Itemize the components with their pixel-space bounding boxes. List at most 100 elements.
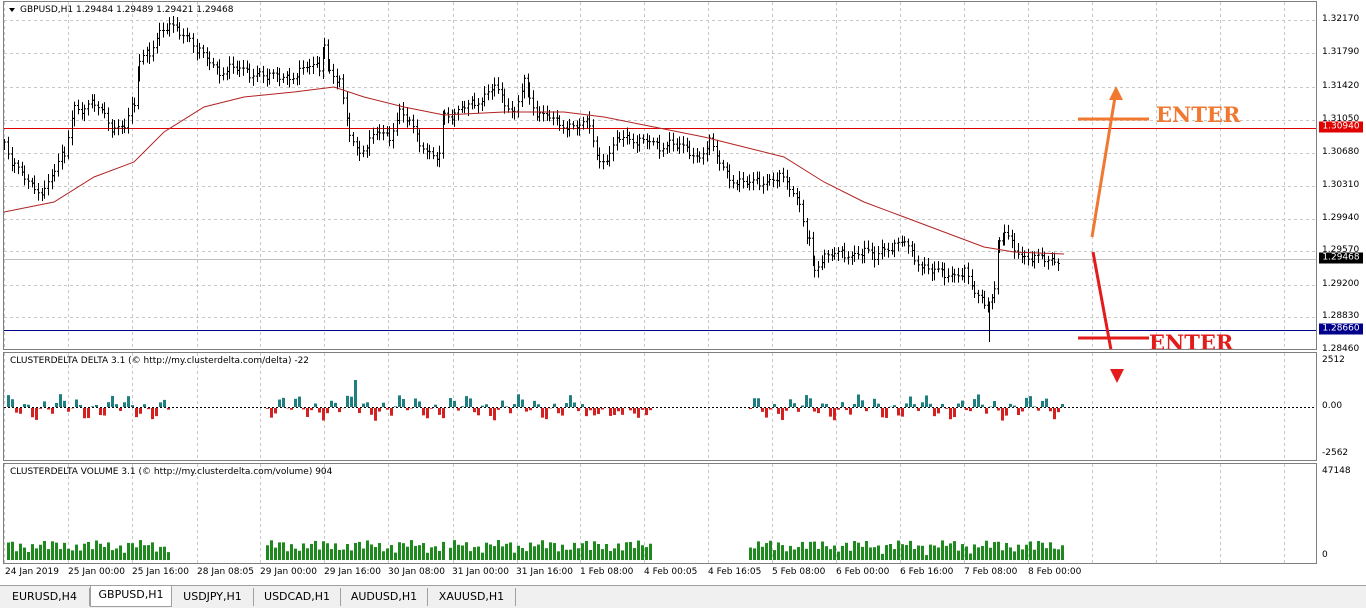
- ohlc-bar: [1057, 258, 1060, 271]
- ohlc-bar: [622, 130, 625, 147]
- volume-indicator-pane[interactable]: CLUSTERDELTA VOLUME 3.1 (© http://my.clu…: [3, 463, 1317, 564]
- volume-bar: [853, 541, 856, 560]
- volume-bar: [378, 543, 381, 560]
- delta-bar: [151, 408, 154, 419]
- symbol-tab-usdjpy[interactable]: USDJPY,H1: [172, 588, 254, 606]
- ohlc-bar: [608, 146, 611, 166]
- ohlc-bar: [813, 256, 816, 278]
- delta-bar: [274, 408, 277, 413]
- ohlc-bar: [837, 247, 840, 261]
- symbol-tab-xauusd[interactable]: XAUUSD,H1: [428, 588, 516, 606]
- volume-bar: [334, 543, 337, 560]
- ohlc-bar: [77, 100, 80, 115]
- delta-bar: [817, 408, 820, 413]
- volume-bar: [469, 551, 472, 560]
- delta-bar: [821, 404, 824, 407]
- ohlc-bar: [483, 86, 486, 106]
- delta-bar: [921, 402, 924, 407]
- ohlc-bar: [606, 155, 609, 165]
- delta-bar: [1009, 404, 1012, 407]
- ohlc-bar: [612, 137, 615, 161]
- delta-bar: [529, 408, 532, 410]
- delta-bar: [569, 395, 572, 407]
- ohlc-bar: [422, 142, 425, 153]
- symbol-tab-audusd[interactable]: AUDUSD,H1: [341, 588, 428, 606]
- ohlc-bar: [198, 43, 201, 59]
- chart-menu-triangle-icon[interactable]: [9, 8, 15, 12]
- volume-bar: [913, 549, 916, 560]
- symbol-tab-gbpusd[interactable]: GBPUSD,H1: [90, 586, 172, 607]
- time-axis-label: 25 Jan 00:00: [68, 567, 125, 577]
- volume-bar: [517, 546, 520, 560]
- ohlc-bar: [893, 240, 896, 257]
- volume-bar: [973, 544, 976, 560]
- ohlc-bar: [511, 101, 514, 118]
- volume-bar: [19, 544, 22, 560]
- delta-indicator-pane[interactable]: CLUSTERDELTA DELTA 3.1 (© http://my.clus…: [3, 352, 1317, 461]
- ohlc-bar: [507, 98, 510, 113]
- delta-bar: [298, 397, 301, 407]
- ohlc-bar: [91, 94, 94, 108]
- volume-bar: [565, 550, 568, 560]
- delta-bar: [937, 408, 940, 413]
- ohlc-bar: [501, 82, 504, 103]
- volume-bar: [641, 545, 644, 560]
- ohlc-bar: [332, 64, 335, 84]
- delta-bar: [426, 408, 429, 418]
- delta-bar: [1013, 406, 1016, 407]
- ohlc-bar: [178, 22, 181, 39]
- volume-bar: [869, 547, 872, 560]
- volume-bar: [909, 541, 912, 560]
- volume-bar: [901, 544, 904, 560]
- ohlc-bar: [208, 51, 211, 70]
- delta-bar: [362, 404, 365, 407]
- ohlc-bar: [1007, 225, 1010, 240]
- delta-bar: [346, 396, 349, 407]
- volume-bar: [95, 541, 98, 560]
- price-tick-label: 1.29940: [1322, 213, 1359, 223]
- ohlc-bar: [232, 56, 235, 73]
- delta-bar: [79, 405, 82, 407]
- ohlc-bar: [282, 73, 285, 83]
- delta-bar: [597, 408, 600, 414]
- ohlc-bar: [983, 291, 986, 309]
- delta-bar: [853, 404, 856, 407]
- delta-bar: [366, 402, 369, 407]
- ohlc-bar: [158, 23, 161, 46]
- ohlc-bar: [366, 145, 369, 158]
- delta-bar: [119, 408, 122, 411]
- delta-bar: [95, 405, 98, 407]
- ohlc-bar: [562, 120, 565, 133]
- ohlc-bar: [192, 33, 195, 53]
- ohlc-bar: [262, 66, 265, 83]
- ohlc-bar: [823, 250, 826, 269]
- volume-bar: [23, 548, 26, 560]
- ohlc-bar: [523, 75, 526, 99]
- volume-bar: [533, 546, 536, 560]
- delta-tick-label: 0.00: [1322, 401, 1342, 411]
- ohlc-bar: [933, 261, 936, 280]
- delta-bar: [422, 408, 425, 415]
- volume-bar: [573, 543, 576, 560]
- symbol-tab-usdcad[interactable]: USDCAD,H1: [254, 588, 341, 606]
- volume-bar: [270, 540, 273, 560]
- delta-bar: [645, 408, 648, 415]
- delta-bar: [913, 404, 916, 407]
- ohlc-bar: [11, 147, 14, 171]
- delta-bar: [382, 403, 385, 407]
- volume-bar: [306, 548, 309, 560]
- ohlc-bar: [17, 160, 20, 174]
- symbol-tab-eurusd[interactable]: EURUSD,H4: [0, 588, 90, 606]
- time-axis-label: 24 Jan 2019: [5, 567, 59, 577]
- delta-bar: [1017, 408, 1020, 415]
- delta-bar: [1037, 408, 1040, 411]
- ohlc-bar: [598, 147, 601, 168]
- volume-histogram-svg: [4, 464, 1316, 563]
- enter-long-label: ENTER: [1156, 102, 1241, 127]
- delta-bar: [553, 404, 556, 407]
- volume-bar: [753, 548, 756, 560]
- volume-bar: [765, 543, 768, 560]
- volume-bar: [143, 545, 146, 560]
- delta-bar: [809, 398, 812, 407]
